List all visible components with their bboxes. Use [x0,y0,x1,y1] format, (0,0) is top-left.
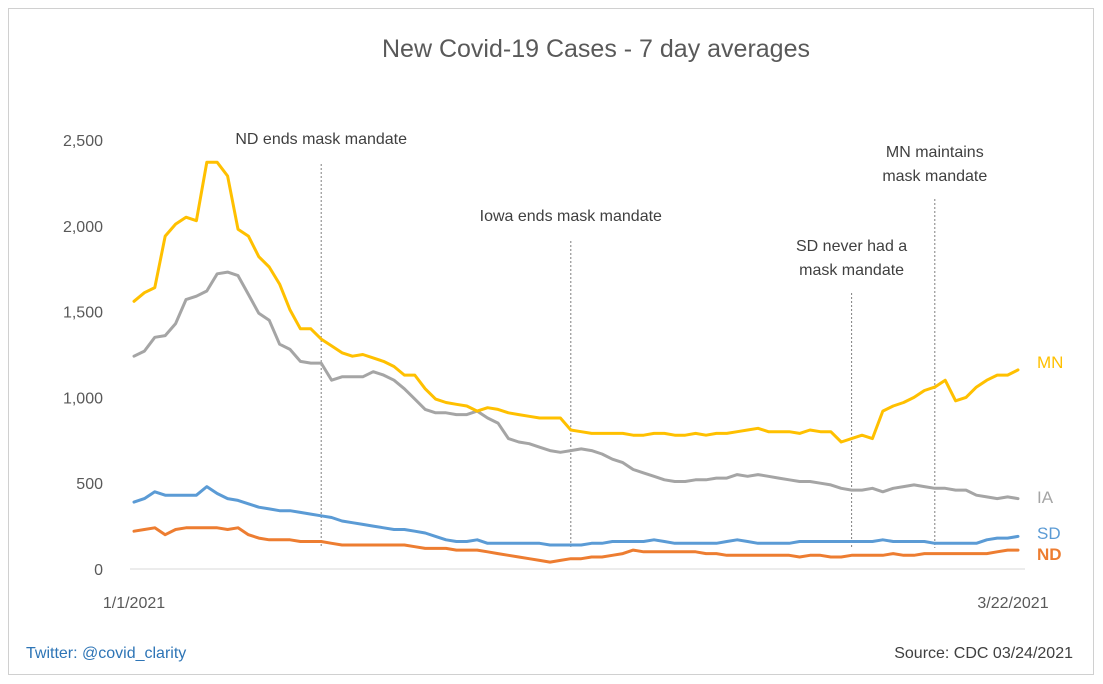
annotation-label: SD never had a [796,238,907,255]
series-line-sd [132,485,1020,547]
x-axis: 1/1/2021 3/22/2021 [103,568,1049,612]
series-label-sd: SD [1037,524,1061,543]
y-tick-label: 1,500 [63,305,103,322]
x-tick-label-start: 1/1/2021 [103,595,165,612]
series-label-nd: ND [1037,545,1062,564]
annotation-label: MN maintains [886,144,984,161]
annotation-label: mask mandate [799,262,904,279]
y-tick-label: 2,000 [63,219,103,236]
series-lines [132,160,1020,564]
y-tick-label: 2,500 [63,133,103,150]
y-tick-label: 1,000 [63,390,103,407]
series-label-ia: IA [1037,488,1054,507]
annotation-label: ND ends mask mandate [235,131,407,148]
series-line-ia [132,270,1020,501]
twitter-handle[interactable]: Twitter: @covid_clarity [26,645,187,662]
annotation-label: Iowa ends mask mandate [480,208,662,225]
series-line-mn [132,160,1020,444]
x-tick-label-end: 3/22/2021 [977,595,1048,612]
series-label-mn: MN [1037,353,1063,372]
y-tick-label: 0 [94,562,103,579]
source-note: Source: CDC 03/24/2021 [894,645,1073,662]
annotation-label: mask mandate [882,168,987,185]
series-line-nd [132,526,1020,564]
y-axis: 0 500 1,000 1,500 2,000 2,500 [63,133,103,579]
chart-frame [8,8,1094,675]
annotations: ND ends mask mandate Iowa ends mask manda… [235,131,987,548]
y-tick-label: 500 [76,476,103,493]
chart-title: New Covid-19 Cases - 7 day averages [382,35,810,63]
series-labels: MN IA SD ND [1037,353,1063,564]
